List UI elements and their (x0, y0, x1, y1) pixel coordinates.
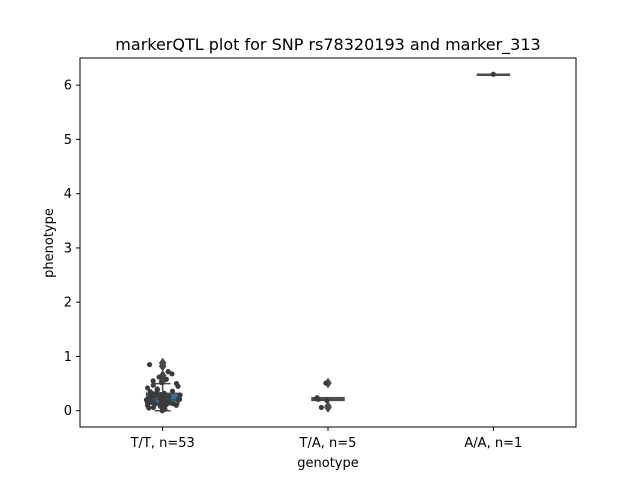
y-tick-label: 6 (64, 79, 72, 94)
y-tick-label: 2 (64, 296, 72, 311)
data-point (156, 374, 162, 380)
chart-title: markerQTL plot for SNP rs78320193 and ma… (115, 35, 540, 55)
x-axis-label: genotype (297, 456, 358, 471)
data-point (146, 361, 153, 368)
data-point (159, 379, 165, 386)
data-point (318, 404, 324, 411)
data-point (177, 392, 183, 398)
data-point (169, 371, 175, 377)
data-point (173, 380, 180, 387)
data-point (169, 388, 176, 394)
data-point (154, 386, 160, 392)
data-point (150, 378, 156, 384)
data-point (324, 397, 330, 404)
y-tick-label: 4 (64, 187, 72, 202)
data-point (161, 394, 168, 400)
y-axis-label: phenotype (42, 208, 57, 278)
data-point (490, 71, 496, 77)
data-point (323, 380, 329, 386)
plot-area (143, 71, 511, 414)
data-point (147, 389, 153, 395)
data-point (165, 369, 171, 375)
y-tick-label: 3 (64, 241, 72, 256)
x-tick-label: A/A, n=1 (464, 436, 522, 451)
x-tick-label: T/T, n=53 (130, 436, 195, 451)
y-tick-label: 0 (64, 404, 72, 419)
outlier-point (324, 400, 332, 412)
data-point (144, 385, 151, 391)
data-point (166, 394, 172, 400)
data-point (161, 390, 167, 396)
outlier-point (158, 357, 167, 369)
y-tick-label: 5 (64, 133, 72, 148)
x-tick-label: T/A, n=5 (299, 436, 357, 451)
data-point (150, 382, 156, 388)
data-point (170, 401, 176, 407)
data-point (166, 398, 172, 405)
y-tick-label: 1 (64, 350, 72, 365)
data-point (163, 376, 169, 382)
data-point (314, 395, 320, 401)
